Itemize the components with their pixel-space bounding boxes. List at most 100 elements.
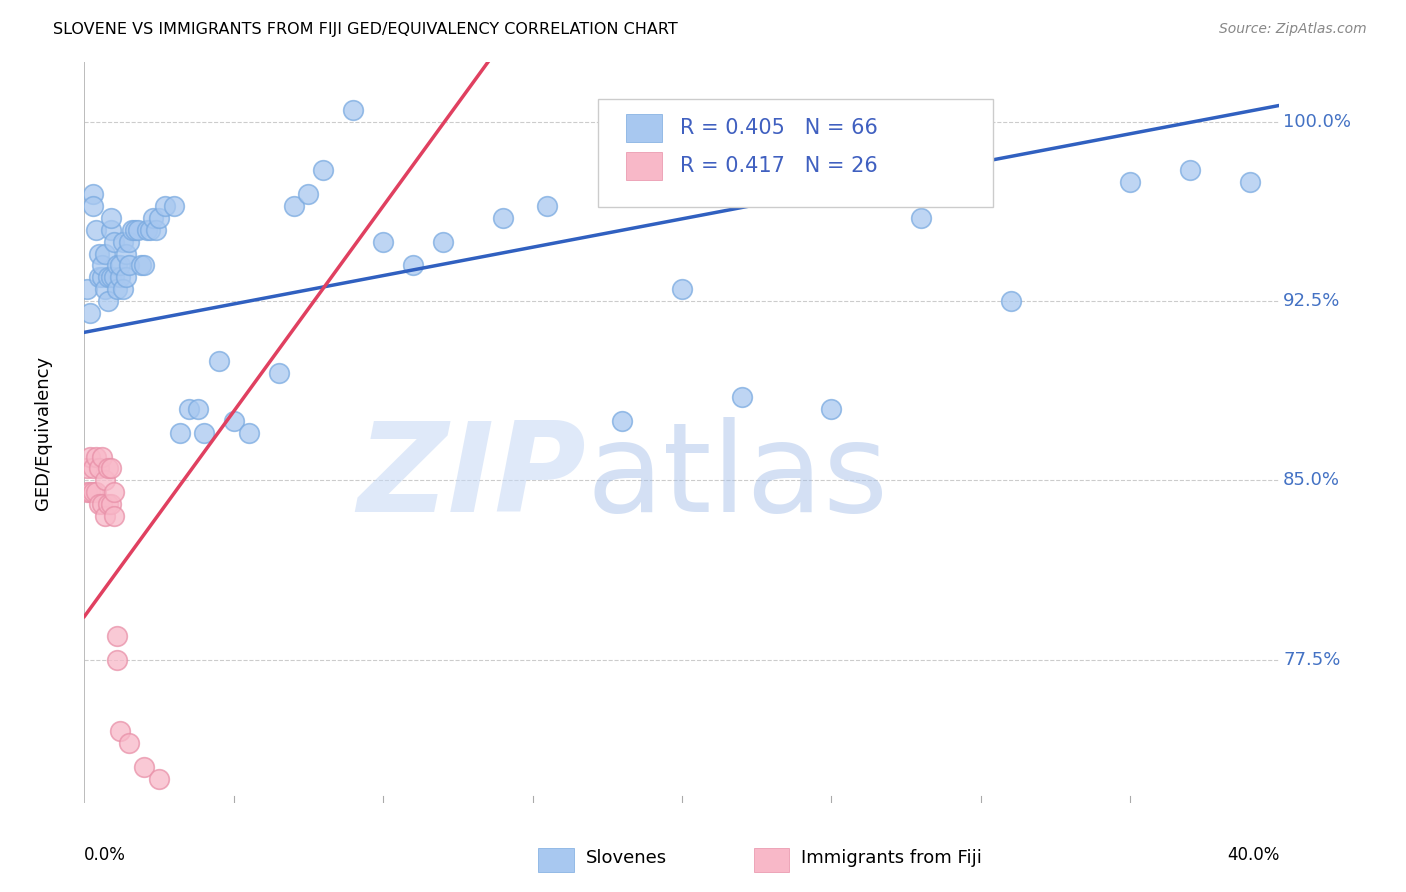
Point: [79, 485, 101, 500]
FancyBboxPatch shape: [538, 848, 575, 871]
Point: [169, 425, 191, 440]
Point: [222, 414, 245, 428]
Point: [105, 259, 128, 273]
Point: [94, 282, 117, 296]
Text: 40.0%: 40.0%: [1227, 846, 1279, 863]
Point: [76, 485, 98, 500]
Point: [94, 474, 117, 488]
Text: SLOVENE VS IMMIGRANTS FROM FIJI GED/EQUIVALENCY CORRELATION CHART: SLOVENE VS IMMIGRANTS FROM FIJI GED/EQUI…: [53, 22, 678, 37]
Point: [110, 270, 132, 285]
Text: Source: ZipAtlas.com: Source: ZipAtlas.com: [1219, 22, 1367, 37]
Text: atlas: atlas: [586, 417, 889, 538]
Point: [91, 497, 114, 511]
Point: [208, 354, 231, 368]
Point: [82, 461, 104, 475]
Point: [118, 736, 141, 750]
Point: [91, 259, 114, 273]
Point: [187, 401, 209, 416]
Point: [86, 450, 108, 464]
Point: [136, 222, 159, 236]
Text: GED/Equivalency: GED/Equivalency: [34, 356, 52, 509]
Point: [297, 186, 319, 201]
Point: [76, 282, 98, 296]
Point: [76, 461, 98, 475]
Point: [267, 366, 290, 380]
Point: [100, 270, 122, 285]
Point: [100, 497, 122, 511]
Point: [373, 235, 395, 249]
Point: [82, 199, 104, 213]
Point: [148, 772, 170, 786]
Point: [1000, 294, 1022, 309]
Point: [79, 306, 101, 320]
Point: [121, 222, 143, 236]
Point: [132, 259, 156, 273]
Point: [177, 401, 200, 416]
Point: [86, 485, 108, 500]
Text: 77.5%: 77.5%: [1284, 650, 1340, 668]
Point: [97, 497, 120, 511]
Point: [89, 497, 111, 511]
Text: 100.0%: 100.0%: [1284, 113, 1351, 131]
Point: [118, 235, 141, 249]
Text: 0.0%: 0.0%: [84, 846, 127, 863]
Point: [1239, 175, 1261, 189]
Point: [402, 259, 425, 273]
Text: 85.0%: 85.0%: [1284, 471, 1340, 490]
Point: [100, 211, 122, 225]
Point: [142, 211, 165, 225]
Point: [97, 461, 120, 475]
Text: 92.5%: 92.5%: [1284, 293, 1340, 310]
Point: [89, 461, 111, 475]
Point: [127, 222, 149, 236]
Text: R = 0.417   N = 26: R = 0.417 N = 26: [681, 156, 877, 176]
Point: [86, 222, 108, 236]
Point: [148, 211, 170, 225]
Point: [91, 270, 114, 285]
Point: [110, 259, 132, 273]
Point: [163, 199, 186, 213]
Point: [94, 509, 117, 524]
Point: [100, 461, 122, 475]
Point: [129, 259, 152, 273]
Point: [103, 509, 125, 524]
Point: [124, 222, 146, 236]
Point: [105, 282, 128, 296]
Point: [112, 282, 135, 296]
Point: [118, 259, 141, 273]
FancyBboxPatch shape: [626, 113, 662, 142]
Text: Slovenes: Slovenes: [586, 849, 668, 867]
Point: [1119, 175, 1142, 189]
Point: [153, 199, 176, 213]
Text: ZIP: ZIP: [357, 417, 586, 538]
Point: [1178, 162, 1201, 177]
Point: [671, 282, 693, 296]
Point: [731, 390, 754, 404]
Point: [612, 414, 634, 428]
Point: [115, 246, 138, 260]
Point: [910, 211, 932, 225]
Point: [79, 450, 101, 464]
Point: [97, 270, 120, 285]
Point: [312, 162, 335, 177]
Point: [94, 246, 117, 260]
Point: [342, 103, 364, 118]
Point: [105, 652, 128, 666]
Point: [432, 235, 454, 249]
Point: [238, 425, 260, 440]
FancyBboxPatch shape: [599, 99, 993, 207]
Point: [110, 724, 132, 739]
FancyBboxPatch shape: [626, 152, 662, 180]
Point: [82, 485, 104, 500]
Point: [112, 235, 135, 249]
Point: [139, 222, 162, 236]
Point: [193, 425, 215, 440]
Point: [115, 270, 138, 285]
Point: [103, 485, 125, 500]
Point: [283, 199, 305, 213]
Point: [91, 450, 114, 464]
Point: [103, 235, 125, 249]
Point: [132, 760, 156, 774]
Text: Immigrants from Fiji: Immigrants from Fiji: [801, 849, 983, 867]
Point: [82, 186, 104, 201]
